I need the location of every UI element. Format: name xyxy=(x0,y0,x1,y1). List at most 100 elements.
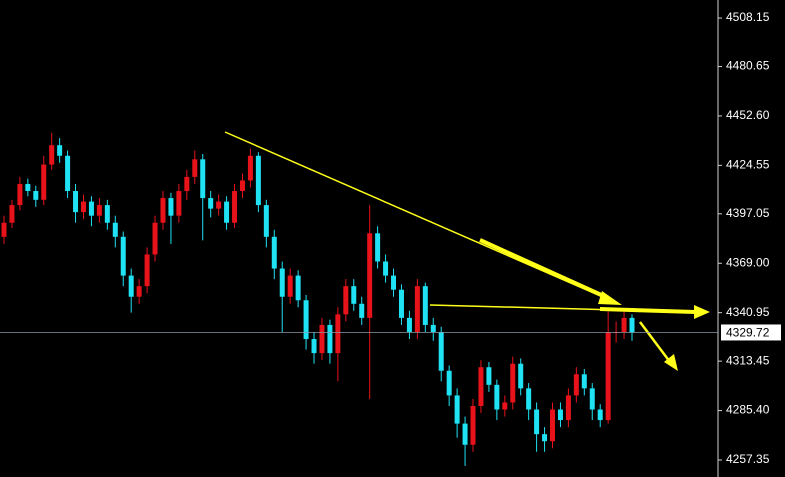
candle-body xyxy=(486,367,492,385)
candle-body xyxy=(470,405,476,445)
candle-body xyxy=(478,367,484,406)
candle-body xyxy=(343,286,349,315)
arrow-head xyxy=(664,354,678,371)
candle-body xyxy=(17,183,23,206)
candle-body xyxy=(581,374,587,389)
y-tick-label: 4340.95 xyxy=(726,305,770,319)
candle-body xyxy=(526,388,532,410)
candle-body xyxy=(88,201,94,216)
candle-body xyxy=(629,317,635,333)
candle-body xyxy=(335,314,341,354)
trend-line xyxy=(599,307,696,314)
candle-body xyxy=(192,159,198,177)
candle-body xyxy=(57,145,63,156)
y-tick-label: 4313.45 xyxy=(726,353,770,367)
y-tick-label: 4285.40 xyxy=(726,403,770,417)
trend-arrows xyxy=(224,131,710,371)
candle-body xyxy=(41,164,47,200)
candle-body xyxy=(414,286,420,332)
arrow-head xyxy=(694,305,710,319)
candle-body xyxy=(565,395,571,421)
candle-body xyxy=(605,331,611,421)
candle-body xyxy=(621,317,627,332)
candle-body xyxy=(263,205,269,237)
candle-body xyxy=(287,275,293,297)
candle-body xyxy=(73,191,79,213)
candle-body xyxy=(144,254,150,287)
candle-body xyxy=(255,155,261,206)
candle-body xyxy=(327,324,333,354)
candle-body xyxy=(550,409,556,442)
candle-body xyxy=(391,275,397,290)
candle-body xyxy=(104,205,110,223)
candle-body xyxy=(510,363,516,403)
candle-body xyxy=(446,370,452,396)
candle-body xyxy=(422,286,428,325)
candle-body xyxy=(494,384,500,410)
candle-body xyxy=(239,180,245,192)
candle-body xyxy=(112,222,118,237)
candle-body xyxy=(351,286,357,304)
candle-body xyxy=(557,409,563,421)
candle-body xyxy=(96,205,102,216)
candle-body xyxy=(152,222,158,255)
trend-line xyxy=(639,321,671,363)
y-tick-label: 4424.55 xyxy=(726,158,770,172)
y-tick-label: 4480.65 xyxy=(726,59,770,73)
candle-body xyxy=(573,374,579,396)
y-tick-label: 4452.60 xyxy=(726,108,770,122)
candle-body xyxy=(597,409,603,421)
candle-body xyxy=(271,236,277,269)
candles xyxy=(1,132,635,466)
trend-line xyxy=(479,238,609,300)
candle-body xyxy=(279,268,285,297)
candle-body xyxy=(311,339,317,354)
candle-body xyxy=(1,222,7,237)
candle-body xyxy=(208,198,214,209)
candle-body xyxy=(120,236,126,276)
candle-body xyxy=(200,159,206,199)
candle-body xyxy=(383,261,389,276)
candle-body xyxy=(534,409,540,435)
candle-body xyxy=(303,300,309,340)
candle-body xyxy=(160,198,166,223)
candle-body xyxy=(295,275,301,301)
candle-body xyxy=(247,155,253,181)
candle-body xyxy=(65,155,71,192)
candle-body xyxy=(80,201,86,213)
candle-body xyxy=(25,183,31,192)
candle-body xyxy=(9,205,15,223)
candle-body xyxy=(438,331,444,371)
y-tick-label: 4369.00 xyxy=(726,255,770,269)
candle-body xyxy=(406,317,412,332)
y-axis: 4257.35 4285.40 4313.45 4340.95 4369.00 4397.… xyxy=(0,10,781,466)
candle-body xyxy=(184,176,190,192)
candle-body xyxy=(502,402,508,410)
candle-body xyxy=(176,191,182,216)
candle-body xyxy=(518,363,524,389)
y-tick-label: 4397.05 xyxy=(726,206,770,220)
candle-body xyxy=(232,191,238,223)
candle-body xyxy=(319,324,325,354)
candle-body xyxy=(128,275,134,297)
candle-body xyxy=(542,434,548,442)
trend-line xyxy=(224,131,606,299)
candle-body xyxy=(454,395,460,424)
candle-body xyxy=(168,198,174,216)
candle-body xyxy=(136,286,142,297)
y-tick-label: 4257.35 xyxy=(726,452,770,466)
candle-body xyxy=(224,201,230,223)
candle-body xyxy=(33,191,39,200)
candle-body xyxy=(367,233,373,318)
arrow-head xyxy=(598,291,622,305)
candle-body xyxy=(375,233,381,262)
price-label: 4329.72 xyxy=(726,326,770,340)
candle-body xyxy=(49,145,55,165)
candle-body xyxy=(398,289,404,318)
candle-body xyxy=(216,201,222,209)
candle-body xyxy=(589,388,595,410)
candle-body xyxy=(462,423,468,445)
candle-body xyxy=(359,303,365,318)
candle-body xyxy=(430,324,436,332)
